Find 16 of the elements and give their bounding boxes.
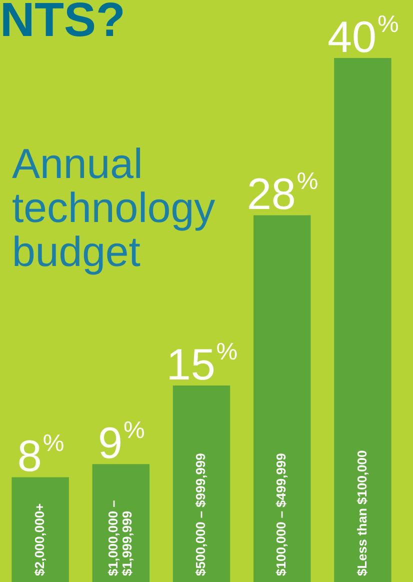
bar [172, 386, 230, 582]
x-tick-label: $500,000 – $999,999 [193, 453, 208, 576]
bar [12, 477, 69, 582]
text: NTS? [0, 0, 126, 47]
bar [334, 58, 392, 582]
data-label: 8% [17, 430, 64, 482]
data-label: 40% [328, 11, 399, 62]
x-tick-label: $100,000 – $499,999 [274, 453, 289, 576]
data-label: 15% [166, 338, 238, 390]
x-tick-label: $2,000,000+ [32, 502, 47, 576]
data-label: 28% [246, 168, 318, 220]
data-label: 9% [98, 417, 145, 468]
x-tick-label: $Less than $100,000 [354, 450, 370, 576]
text: Annual technology budget [12, 140, 216, 275]
x-tick-label: $1,000,000 – $1,999,999 [105, 500, 134, 576]
bar [253, 215, 311, 582]
